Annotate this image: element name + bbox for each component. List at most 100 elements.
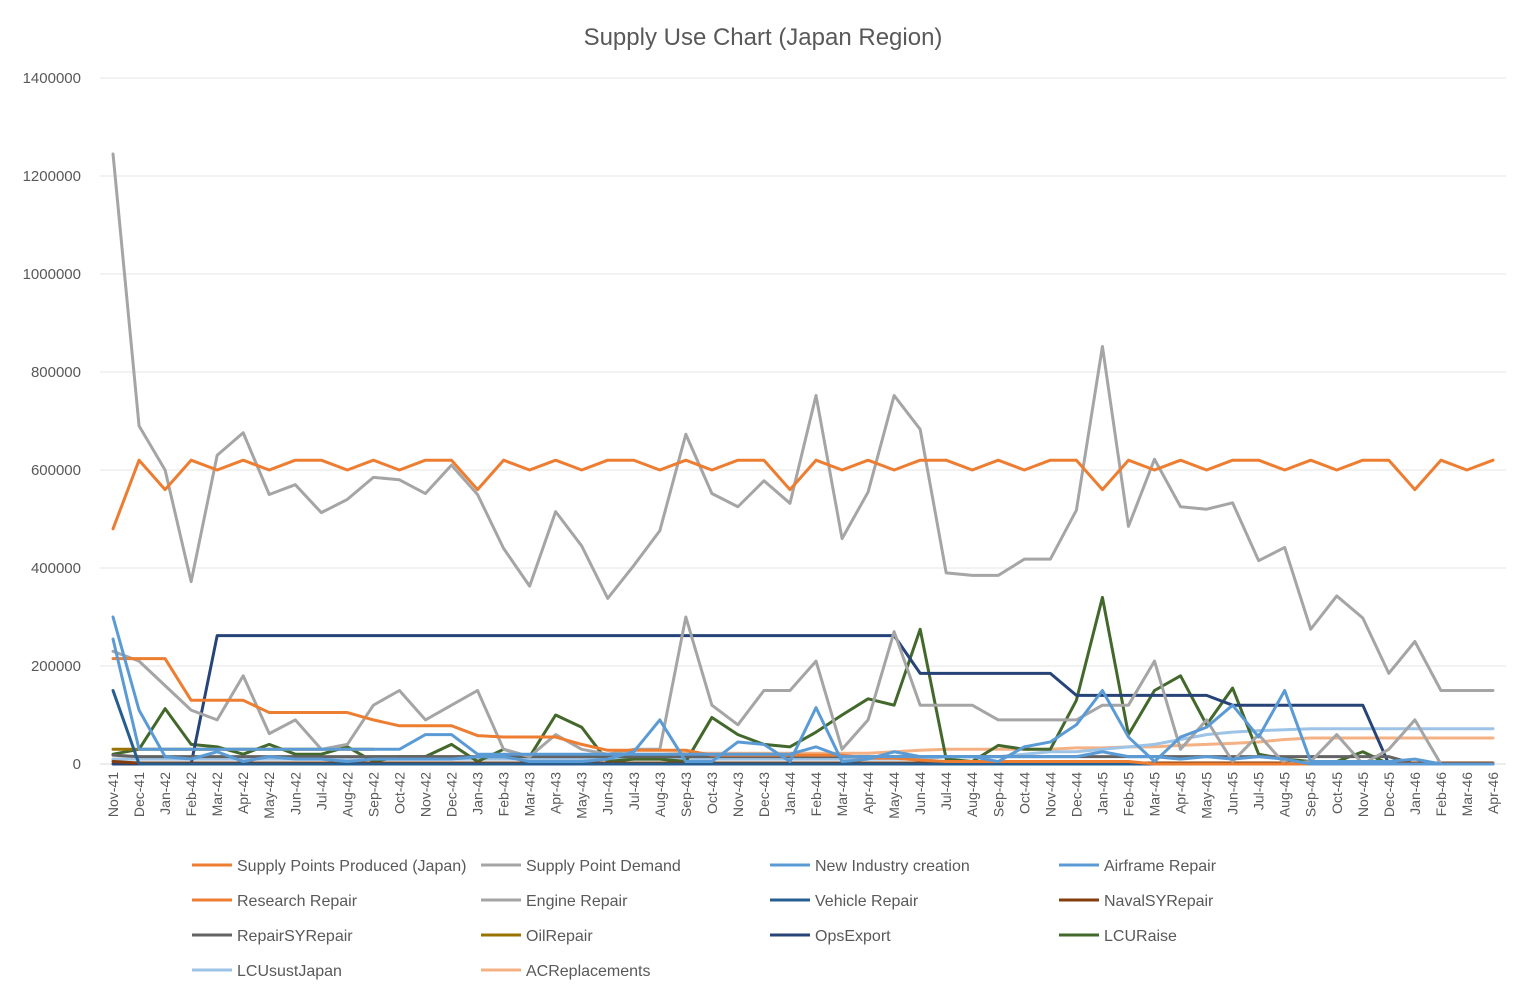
series-line-supply-point-demand bbox=[111, 152, 1495, 692]
legend-label: Engine Repair bbox=[526, 893, 628, 910]
x-tick-label: Sep-45 bbox=[1303, 772, 1319, 817]
y-tick-label: 0 bbox=[73, 756, 81, 773]
legend-entry-vehicle-repair: Vehicle Repair bbox=[770, 893, 919, 910]
x-tick-label: Nov-41 bbox=[105, 772, 121, 817]
y-tick-label: 600000 bbox=[31, 462, 81, 479]
legend-entry-lcuraise: LCURaise bbox=[1059, 928, 1177, 945]
x-tick-label: Jul-44 bbox=[938, 772, 954, 810]
x-tick-label: Jul-45 bbox=[1251, 772, 1267, 810]
x-tick-label: Sep-42 bbox=[365, 772, 381, 817]
y-axis-ticks: 0 200000 400000 600000 800000 1000000 1200000 1… bbox=[23, 70, 81, 773]
y-tick-label: 1000000 bbox=[23, 266, 81, 283]
x-tick-label: Oct-44 bbox=[1016, 772, 1032, 814]
x-tick-label: Feb-45 bbox=[1120, 772, 1136, 817]
x-tick-label: Apr-46 bbox=[1485, 772, 1501, 814]
x-tick-label: May-42 bbox=[261, 772, 277, 819]
legend-entry-opsexport: OpsExport bbox=[770, 928, 891, 945]
legend-label: LCUsustJapan bbox=[237, 963, 342, 980]
legend-entry-engine-repair: Engine Repair bbox=[481, 893, 628, 910]
x-tick-label: Nov-42 bbox=[417, 772, 433, 817]
x-tick-label: Oct-43 bbox=[704, 772, 720, 814]
x-tick-label: Oct-42 bbox=[391, 772, 407, 814]
legend-label: RepairSYRepair bbox=[237, 928, 353, 945]
legend-entry-lcusustjapan: LCUsustJapan bbox=[192, 963, 342, 980]
series-line-research-repair bbox=[111, 657, 1495, 766]
y-tick-label: 200000 bbox=[31, 658, 81, 675]
x-tick-label: Feb-46 bbox=[1433, 772, 1449, 817]
legend-entry-new-industry-creation: New Industry creation bbox=[770, 858, 970, 875]
x-tick-label: Nov-43 bbox=[730, 772, 746, 817]
legend-entry-navalsyrepair: NavalSYRepair bbox=[1059, 893, 1214, 910]
x-tick-label: Mar-43 bbox=[522, 772, 538, 817]
y-tick-label: 1200000 bbox=[23, 168, 81, 185]
legend-entry-supply-points-produced-japan: Supply Points Produced (Japan) bbox=[192, 858, 466, 875]
x-tick-label: Jul-43 bbox=[626, 772, 642, 810]
x-tick-label: Aug-45 bbox=[1277, 772, 1293, 817]
legend-label: Airframe Repair bbox=[1104, 858, 1217, 875]
legend-entry-airframe-repair: Airframe Repair bbox=[1059, 858, 1217, 875]
x-tick-label: Jun-42 bbox=[287, 772, 303, 815]
x-tick-label: Oct-45 bbox=[1329, 772, 1345, 814]
y-tick-label: 1400000 bbox=[23, 70, 81, 87]
gridlines bbox=[100, 77, 1506, 765]
legend-label: Supply Points Produced (Japan) bbox=[237, 858, 466, 875]
x-tick-label: Nov-45 bbox=[1355, 772, 1371, 817]
x-tick-label: May-45 bbox=[1199, 772, 1215, 819]
legend-label: New Industry creation bbox=[815, 858, 970, 875]
legend-label: LCURaise bbox=[1104, 928, 1177, 945]
x-tick-label: Jan-46 bbox=[1407, 772, 1423, 815]
x-axis-ticks: Nov-41 Dec-41 Jan-42 Feb-42 Mar-42 Apr-42 May-… bbox=[105, 772, 1501, 819]
x-tick-label: May-43 bbox=[574, 772, 590, 819]
x-tick-label: Feb-43 bbox=[496, 772, 512, 817]
x-tick-label: Sep-44 bbox=[990, 772, 1006, 817]
legend-entry-oilrepair: OilRepair bbox=[481, 928, 593, 945]
x-tick-label: Jul-42 bbox=[313, 772, 329, 810]
chart-title: Supply Use Chart (Japan Region) bbox=[584, 24, 943, 51]
legend-label: ACReplacements bbox=[526, 963, 651, 980]
x-tick-label: Apr-45 bbox=[1173, 772, 1189, 814]
y-tick-label: 800000 bbox=[31, 364, 81, 381]
x-tick-label: Mar-44 bbox=[834, 772, 850, 817]
x-tick-label: Mar-46 bbox=[1459, 772, 1475, 817]
series-line-engine-repair bbox=[111, 615, 1495, 766]
x-tick-label: Apr-42 bbox=[235, 772, 251, 814]
x-tick-label: Mar-42 bbox=[209, 772, 225, 817]
legend-label: Vehicle Repair bbox=[815, 893, 919, 910]
series-line-airframe-repair bbox=[111, 637, 1495, 766]
legend-entry-acreplacements: ACReplacements bbox=[481, 963, 651, 980]
legend-label: NavalSYRepair bbox=[1104, 893, 1214, 910]
x-tick-label: Apr-43 bbox=[548, 772, 564, 814]
x-tick-label: Aug-44 bbox=[964, 772, 980, 817]
x-tick-label: Dec-43 bbox=[756, 772, 772, 817]
x-tick-label: Apr-44 bbox=[860, 772, 876, 814]
x-tick-label: Aug-42 bbox=[339, 772, 355, 817]
x-tick-label: Jan-42 bbox=[157, 772, 173, 815]
x-tick-label: Sep-43 bbox=[678, 772, 694, 817]
x-tick-label: Nov-44 bbox=[1042, 772, 1058, 817]
series-line-new-industry-creation bbox=[111, 615, 1495, 766]
legend-entry-supply-point-demand: Supply Point Demand bbox=[481, 858, 681, 875]
x-tick-label: Jun-43 bbox=[600, 772, 616, 815]
series-lines bbox=[111, 152, 1495, 766]
x-tick-label: Jan-45 bbox=[1094, 772, 1110, 815]
x-tick-label: Aug-43 bbox=[652, 772, 668, 817]
x-tick-label: Jan-44 bbox=[782, 772, 798, 815]
legend-label: Supply Point Demand bbox=[526, 858, 681, 875]
x-tick-label: Dec-45 bbox=[1381, 772, 1397, 817]
x-tick-label: Mar-45 bbox=[1147, 772, 1163, 817]
legend-entry-repairsyrepair: RepairSYRepair bbox=[192, 928, 353, 945]
legend-label: Research Repair bbox=[237, 893, 358, 910]
x-tick-label: Dec-42 bbox=[444, 772, 460, 817]
x-tick-label: Dec-41 bbox=[131, 772, 147, 817]
x-tick-label: May-44 bbox=[886, 772, 902, 819]
legend-label: OilRepair bbox=[526, 928, 593, 945]
series-line-supply-points-produced-japan bbox=[111, 458, 1495, 531]
x-tick-label: Dec-44 bbox=[1068, 772, 1084, 817]
legend-label: OpsExport bbox=[815, 928, 891, 945]
x-tick-label: Jan-43 bbox=[470, 772, 486, 815]
x-tick-label: Jun-45 bbox=[1225, 772, 1241, 815]
y-tick-label: 400000 bbox=[31, 560, 81, 577]
x-tick-label: Feb-42 bbox=[183, 772, 199, 817]
